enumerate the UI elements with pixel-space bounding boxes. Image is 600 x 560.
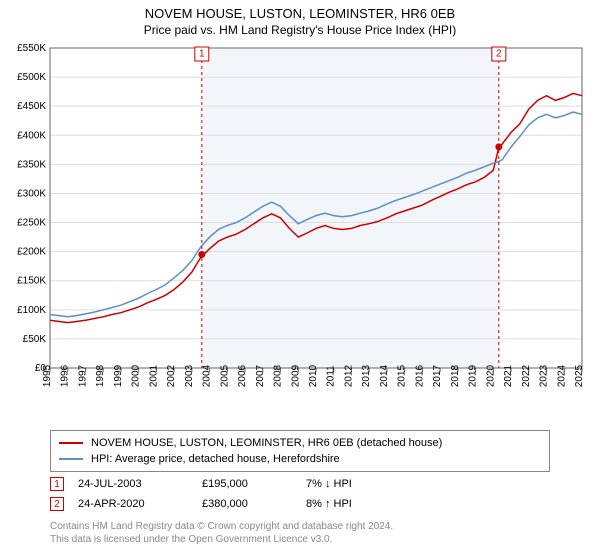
legend-item: NOVEM HOUSE, LUSTON, LEOMINSTER, HR6 0EB…: [59, 435, 541, 451]
price-row: 2 24-APR-2020 £380,000 8% ↑ HPI: [50, 494, 550, 514]
price-value: £380,000: [202, 498, 292, 510]
svg-text:2017: 2017: [432, 364, 443, 387]
chart-subtitle: Price paid vs. HM Land Registry's House …: [0, 23, 600, 37]
svg-text:£50K: £50K: [23, 334, 47, 345]
svg-text:£400K: £400K: [17, 130, 46, 141]
price-date: 24-JUL-2003: [78, 478, 188, 490]
svg-text:£200K: £200K: [17, 247, 46, 258]
svg-text:2016: 2016: [414, 364, 425, 387]
svg-text:2019: 2019: [468, 364, 479, 387]
svg-text:2010: 2010: [308, 364, 319, 387]
svg-text:2015: 2015: [397, 364, 408, 387]
svg-text:2018: 2018: [450, 364, 461, 387]
price-marker-icon: 1: [50, 477, 64, 491]
svg-text:2006: 2006: [237, 364, 248, 387]
price-paid-rows: 1 24-JUL-2003 £195,000 7% ↓ HPI 2 24-APR…: [50, 474, 550, 514]
price-value: £195,000: [202, 478, 292, 490]
svg-text:2011: 2011: [326, 365, 337, 387]
svg-text:2: 2: [496, 49, 502, 60]
legend-swatch: [59, 442, 83, 444]
chart-area: £0£50K£100K£150K£200K£250K£300K£350K£400…: [8, 42, 592, 422]
svg-text:2021: 2021: [503, 364, 514, 387]
svg-text:2012: 2012: [343, 364, 354, 387]
svg-text:2014: 2014: [379, 364, 390, 387]
legend: NOVEM HOUSE, LUSTON, LEOMINSTER, HR6 0EB…: [50, 430, 550, 472]
attribution-line: Contains HM Land Registry data © Crown c…: [50, 520, 570, 533]
svg-text:£100K: £100K: [17, 305, 46, 316]
svg-text:2002: 2002: [166, 364, 177, 387]
svg-text:2003: 2003: [184, 364, 195, 387]
svg-text:£250K: £250K: [17, 218, 46, 229]
price-row: 1 24-JUL-2003 £195,000 7% ↓ HPI: [50, 474, 550, 494]
line-chart-svg: £0£50K£100K£150K£200K£250K£300K£350K£400…: [8, 42, 592, 422]
svg-text:1997: 1997: [77, 364, 88, 387]
svg-text:2008: 2008: [273, 364, 284, 387]
svg-text:2013: 2013: [361, 364, 372, 387]
svg-text:1998: 1998: [95, 364, 106, 387]
svg-text:2000: 2000: [131, 364, 142, 387]
svg-text:£150K: £150K: [17, 276, 46, 287]
svg-text:£300K: £300K: [17, 188, 46, 199]
svg-text:2025: 2025: [574, 364, 585, 387]
svg-text:2004: 2004: [202, 364, 213, 387]
attribution-line: This data is licensed under the Open Gov…: [50, 533, 570, 546]
legend-item: HPI: Average price, detached house, Here…: [59, 451, 541, 467]
svg-text:2007: 2007: [255, 364, 266, 387]
price-delta: 8% ↑ HPI: [306, 498, 396, 510]
svg-text:£350K: £350K: [17, 159, 46, 170]
svg-text:£450K: £450K: [17, 101, 46, 112]
svg-text:2001: 2001: [148, 364, 159, 387]
price-delta: 7% ↓ HPI: [306, 478, 396, 490]
svg-text:£550K: £550K: [17, 43, 46, 54]
svg-text:1999: 1999: [113, 364, 124, 387]
svg-text:2009: 2009: [290, 364, 301, 387]
svg-text:2020: 2020: [485, 364, 496, 387]
svg-text:2024: 2024: [556, 364, 567, 387]
svg-text:£500K: £500K: [17, 72, 46, 83]
svg-text:2005: 2005: [219, 364, 230, 387]
svg-text:1995: 1995: [42, 364, 53, 387]
legend-label: NOVEM HOUSE, LUSTON, LEOMINSTER, HR6 0EB…: [91, 437, 442, 449]
attribution: Contains HM Land Registry data © Crown c…: [50, 520, 570, 546]
legend-swatch: [59, 458, 83, 460]
svg-text:1996: 1996: [60, 364, 71, 387]
chart-title-block: NOVEM HOUSE, LUSTON, LEOMINSTER, HR6 0EB…: [0, 0, 600, 37]
price-marker-icon: 2: [50, 497, 64, 511]
price-date: 24-APR-2020: [78, 498, 188, 510]
svg-text:2022: 2022: [521, 364, 532, 387]
svg-text:2023: 2023: [539, 364, 550, 387]
svg-text:1: 1: [199, 49, 205, 60]
chart-title: NOVEM HOUSE, LUSTON, LEOMINSTER, HR6 0EB: [0, 6, 600, 21]
legend-label: HPI: Average price, detached house, Here…: [91, 453, 340, 465]
